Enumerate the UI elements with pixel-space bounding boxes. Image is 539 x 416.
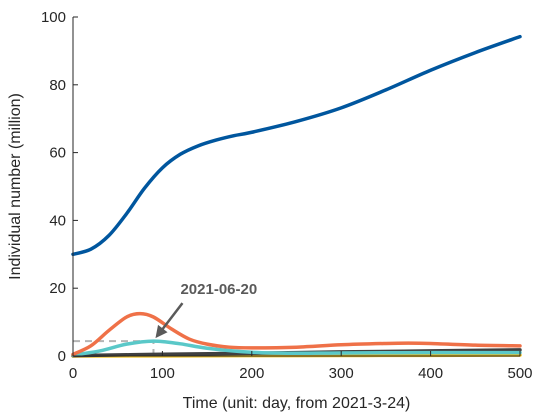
annotation-layer: 2021-06-20 (155, 281, 257, 339)
series-layer (71, 34, 522, 358)
y-tick-label: 0 (58, 348, 66, 365)
y-tick-label: 60 (49, 145, 66, 162)
x-tick-label: 300 (329, 365, 354, 382)
annotation-arrow-shaft (158, 302, 184, 334)
y-tick-label: 20 (49, 280, 66, 297)
axes: 0 100 200 300 400 500 0 20 40 60 80 100 (41, 9, 533, 382)
y-tick-label: 80 (49, 77, 66, 94)
series-line-0 (71, 34, 522, 257)
y-tick-label: 100 (41, 9, 66, 26)
y-tick-label: 40 (49, 212, 66, 229)
series-line-1 (71, 311, 522, 357)
x-axis-title: Time (unit: day, from 2021-3-24) (183, 395, 411, 412)
x-tick-label: 400 (418, 365, 443, 382)
x-tick-label: 0 (69, 365, 77, 382)
x-tick-label: 100 (150, 365, 175, 382)
x-tick-label: 200 (239, 365, 264, 382)
y-axis-title: Individual number (million) (7, 93, 24, 280)
x-tick-label: 500 (507, 365, 532, 382)
annotation-label: 2021-06-20 (180, 281, 257, 298)
series-line-2 (71, 339, 522, 357)
annotation-arrow-head (155, 324, 168, 339)
